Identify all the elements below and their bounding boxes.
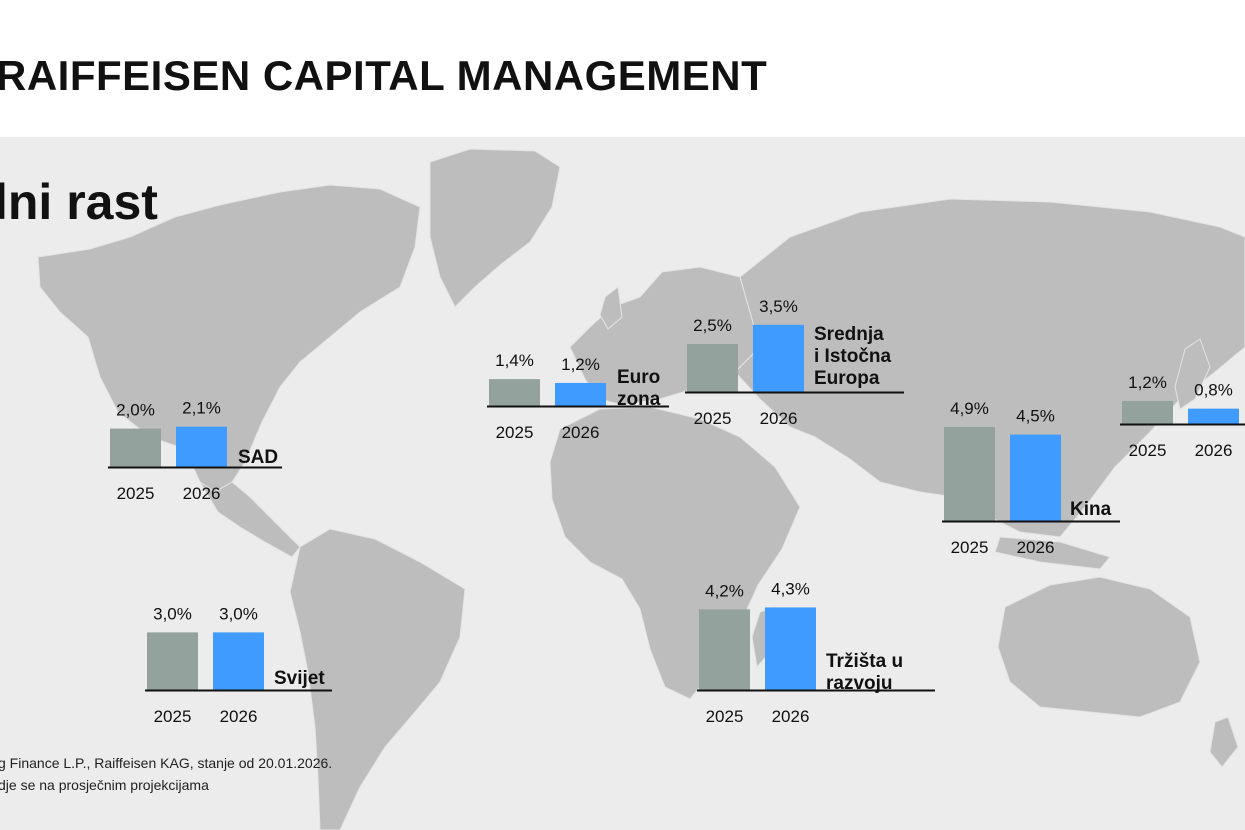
year-label-svijet-2026: 2026 <box>220 707 258 726</box>
value-label-euro-zona-2025: 1,4% <box>495 351 534 370</box>
source-notes: g Finance L.P., Raiffeisen KAG, stanje o… <box>0 752 332 796</box>
value-label-kina-2026: 4,5% <box>1016 407 1055 426</box>
bar-euro-zona-2025 <box>489 379 540 406</box>
chart-title: lni rast <box>0 174 158 230</box>
value-label-svijet-2026: 3,0% <box>219 604 258 623</box>
map-south-america <box>289 528 466 830</box>
bar-srednja-i-isto-na-europa-2025 <box>687 344 738 392</box>
value-label-tr-i-ta-u-razvoju-2026: 4,3% <box>771 579 810 598</box>
region-name-srednja-i-isto-na-europa: i Istočna <box>814 346 892 367</box>
bar-japan-2026 <box>1188 408 1239 424</box>
bar-svijet-2026 <box>213 632 264 690</box>
value-label-euro-zona-2026: 1,2% <box>561 355 600 374</box>
map-japan <box>1174 338 1211 410</box>
year-label-sad-2025: 2025 <box>117 484 155 503</box>
region-name-sad: SAD <box>238 447 278 468</box>
year-label-japan-2025: 2025 <box>1129 441 1167 460</box>
map-uk <box>599 286 623 330</box>
header: RAIFFEISEN CAPITAL MANAGEMENT <box>0 0 1245 137</box>
year-label-tr-i-ta-u-razvoju-2026: 2026 <box>772 707 810 726</box>
value-label-svijet-2025: 3,0% <box>153 604 192 623</box>
year-label-tr-i-ta-u-razvoju-2025: 2025 <box>706 707 744 726</box>
value-label-srednja-i-isto-na-europa-2025: 2,5% <box>693 316 732 335</box>
brand-name: RAIFFEISEN CAPITAL MANAGEMENT <box>0 52 768 99</box>
bar-kina-2025 <box>944 426 995 521</box>
bar-svijet-2025 <box>147 632 198 690</box>
year-label-japan-2026: 2026 <box>1195 441 1233 460</box>
year-label-kina-2026: 2026 <box>1017 538 1055 557</box>
year-label-srednja-i-isto-na-europa-2026: 2026 <box>760 409 798 428</box>
region-name-svijet: Svijet <box>274 668 325 689</box>
map-indonesia <box>994 536 1111 570</box>
bar-sad-2026 <box>176 426 227 467</box>
map-australia <box>997 576 1201 718</box>
world-map <box>37 148 1245 830</box>
region-name-tr-i-ta-u-razvoju: Tržišta u <box>826 651 903 672</box>
value-label-sad-2025: 2,0% <box>116 401 155 420</box>
region-name-tr-i-ta-u-razvoju: razvoju <box>826 673 893 694</box>
year-label-sad-2026: 2026 <box>183 484 221 503</box>
year-label-euro-zona-2026: 2026 <box>562 423 600 442</box>
year-label-kina-2025: 2025 <box>951 538 989 557</box>
bar-kina-2026 <box>1010 434 1061 521</box>
region-name-srednja-i-isto-na-europa: Europa <box>814 368 880 389</box>
region-name-euro-zona: zona <box>617 389 661 410</box>
value-label-sad-2026: 2,1% <box>182 399 221 418</box>
source-note: g Finance L.P., Raiffeisen KAG, stanje o… <box>0 755 333 771</box>
map-greenland <box>429 148 561 308</box>
bar-sad-2025 <box>110 428 161 467</box>
year-label-euro-zona-2025: 2025 <box>496 423 534 442</box>
value-label-kina-2025: 4,9% <box>950 399 989 418</box>
value-label-srednja-i-isto-na-europa-2026: 3,5% <box>759 297 798 316</box>
bar-srednja-i-isto-na-europa-2026 <box>753 324 804 392</box>
bar-euro-zona-2026 <box>555 382 606 406</box>
map-north-america <box>37 184 421 493</box>
methodology-note: dje se na prosječnim projekcijama <box>0 777 209 793</box>
value-label-japan-2025: 1,2% <box>1128 373 1167 392</box>
year-label-svijet-2025: 2025 <box>154 707 192 726</box>
bar-japan-2025 <box>1122 400 1173 424</box>
value-label-japan-2026: 0,8% <box>1194 381 1233 400</box>
region-name-srednja-i-isto-na-europa: Srednja <box>814 324 884 345</box>
bar-tr-i-ta-u-razvoju-2026 <box>765 607 816 690</box>
bar-tr-i-ta-u-razvoju-2025 <box>699 609 750 690</box>
value-label-tr-i-ta-u-razvoju-2025: 4,2% <box>705 581 744 600</box>
year-label-srednja-i-isto-na-europa-2025: 2025 <box>694 409 732 428</box>
region-name-euro-zona: Euro <box>617 367 660 388</box>
region-name-kina: Kina <box>1070 499 1112 520</box>
map-new-zealand <box>1209 716 1239 768</box>
